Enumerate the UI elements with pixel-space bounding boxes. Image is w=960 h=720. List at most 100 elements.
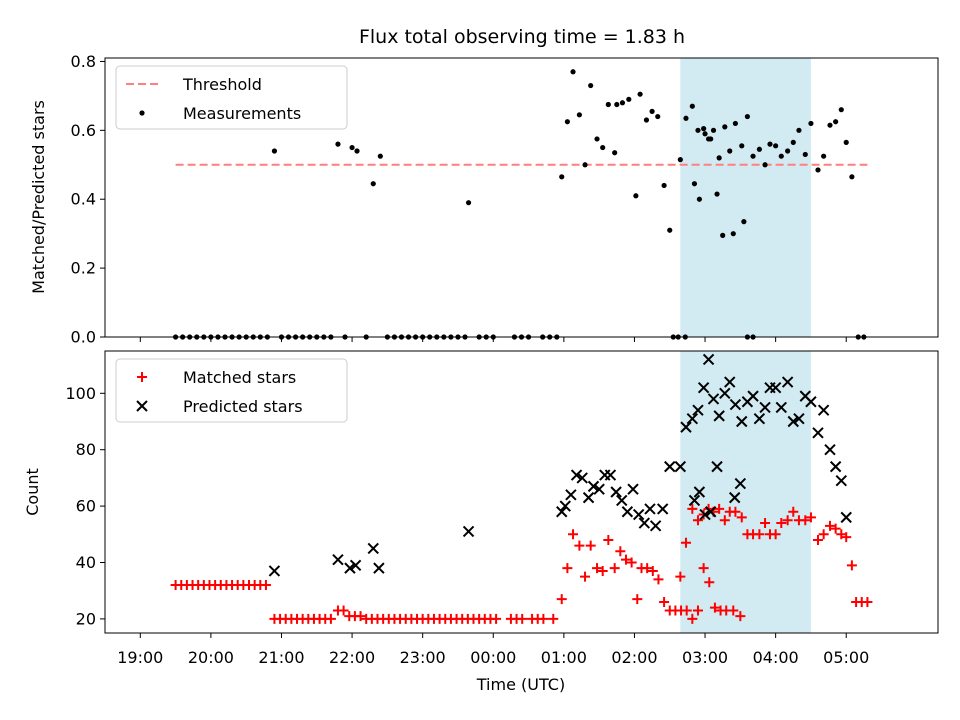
- data-point: [759, 401, 771, 414]
- data-point: [724, 376, 736, 388]
- legend-label: Matched stars: [183, 368, 296, 387]
- data-point: [788, 506, 799, 517]
- bottom-panel: 20 40 60 80 100 19:00 20:00 21:00 22:00 23:00 00:0…: [65, 350, 939, 667]
- data-point: [605, 101, 611, 108]
- data-point: [840, 511, 852, 524]
- data-point: [615, 546, 626, 557]
- data-point: [661, 182, 667, 189]
- data-point: [697, 381, 710, 394]
- x-tick-label: 00:00: [470, 648, 516, 667]
- data-point: [491, 613, 502, 624]
- data-point: [260, 580, 271, 591]
- data-point: [730, 231, 736, 237]
- bottom-y-axis-label: Count: [23, 468, 42, 516]
- data-point: [620, 554, 631, 565]
- data-point: [649, 108, 655, 114]
- data-point: [729, 398, 742, 411]
- legend-dot-swatch: [139, 110, 145, 116]
- chart-title: Flux total observing time = 1.83 h: [359, 26, 685, 48]
- data-point: [643, 117, 650, 123]
- data-point: [705, 136, 712, 142]
- data-point: [719, 387, 731, 400]
- data-point: [677, 157, 683, 163]
- x-tick-label: 04:00: [753, 648, 799, 667]
- data-point: [680, 421, 692, 433]
- data-point: [720, 232, 726, 238]
- data-point: [588, 82, 594, 89]
- data-point: [570, 69, 576, 75]
- data-point: [517, 613, 528, 624]
- data-point: [692, 404, 704, 416]
- top-y-tick-label: 0.6: [71, 121, 96, 140]
- data-point: [793, 412, 805, 425]
- legend-box: [115, 65, 348, 130]
- data-point: [355, 611, 366, 622]
- data-point: [689, 103, 695, 109]
- bottom-y-tick-label: 80: [76, 440, 96, 459]
- data-point: [656, 503, 669, 515]
- data-point: [805, 512, 816, 523]
- x-axis-label: Time (UTC): [476, 675, 565, 694]
- data-point: [559, 500, 571, 512]
- data-point: [655, 113, 661, 120]
- data-point: [817, 404, 830, 416]
- data-point: [325, 613, 336, 624]
- data-point: [570, 469, 583, 481]
- data-point: [562, 563, 573, 574]
- data-point: [367, 542, 379, 555]
- data-point: [769, 381, 782, 394]
- data-point: [707, 393, 720, 405]
- x-tick-label: 02:00: [611, 648, 657, 667]
- data-point: [603, 534, 614, 545]
- data-point: [838, 107, 844, 113]
- data-point: [597, 565, 608, 576]
- data-point: [735, 611, 746, 622]
- data-point: [734, 477, 747, 490]
- legend-label: Predicted stars: [183, 397, 303, 416]
- data-point: [787, 415, 799, 428]
- data-point: [687, 613, 698, 624]
- data-point: [585, 540, 596, 551]
- data-point: [824, 520, 835, 531]
- bottom-axes-frame: [104, 350, 939, 634]
- data-point: [644, 503, 656, 515]
- data-point: [802, 151, 808, 158]
- data-point: [728, 491, 741, 504]
- data-point: [465, 200, 472, 206]
- data-point: [736, 415, 748, 428]
- data-point: [576, 112, 582, 118]
- data-point: [704, 506, 717, 518]
- data-point: [680, 537, 691, 548]
- data-point: [370, 181, 376, 187]
- data-point: [664, 460, 676, 473]
- data-point: [818, 529, 829, 540]
- data-point: [714, 503, 725, 514]
- top-y-tick-label: 0.2: [71, 259, 96, 278]
- data-point: [767, 141, 773, 147]
- bottom-legend: Matched stars Predicted stars: [115, 358, 348, 423]
- top-series-0: [172, 69, 867, 340]
- legend-box: [115, 358, 348, 423]
- data-point: [756, 146, 762, 152]
- data-point: [701, 126, 707, 132]
- data-point: [843, 139, 849, 145]
- data-point: [600, 144, 606, 151]
- x-tick-label: 23:00: [400, 648, 446, 667]
- data-point: [736, 512, 747, 523]
- data-point: [713, 410, 725, 422]
- data-point: [568, 529, 579, 540]
- legend-plus-swatch: [137, 372, 147, 382]
- data-point: [849, 174, 855, 180]
- data-point: [338, 605, 349, 616]
- top-panel: 0.0 0.2 0.4 0.6 0.8 Threshold Measurements: [71, 52, 939, 347]
- data-point: [580, 571, 591, 582]
- data-point: [776, 518, 787, 529]
- data-point: [688, 494, 701, 507]
- data-point: [698, 563, 709, 574]
- bottom-series-0: [170, 503, 873, 624]
- data-point: [614, 101, 620, 108]
- x-tick-label: 05:00: [823, 648, 869, 667]
- data-point: [808, 120, 814, 127]
- data-point: [683, 115, 689, 121]
- data-point: [824, 443, 836, 456]
